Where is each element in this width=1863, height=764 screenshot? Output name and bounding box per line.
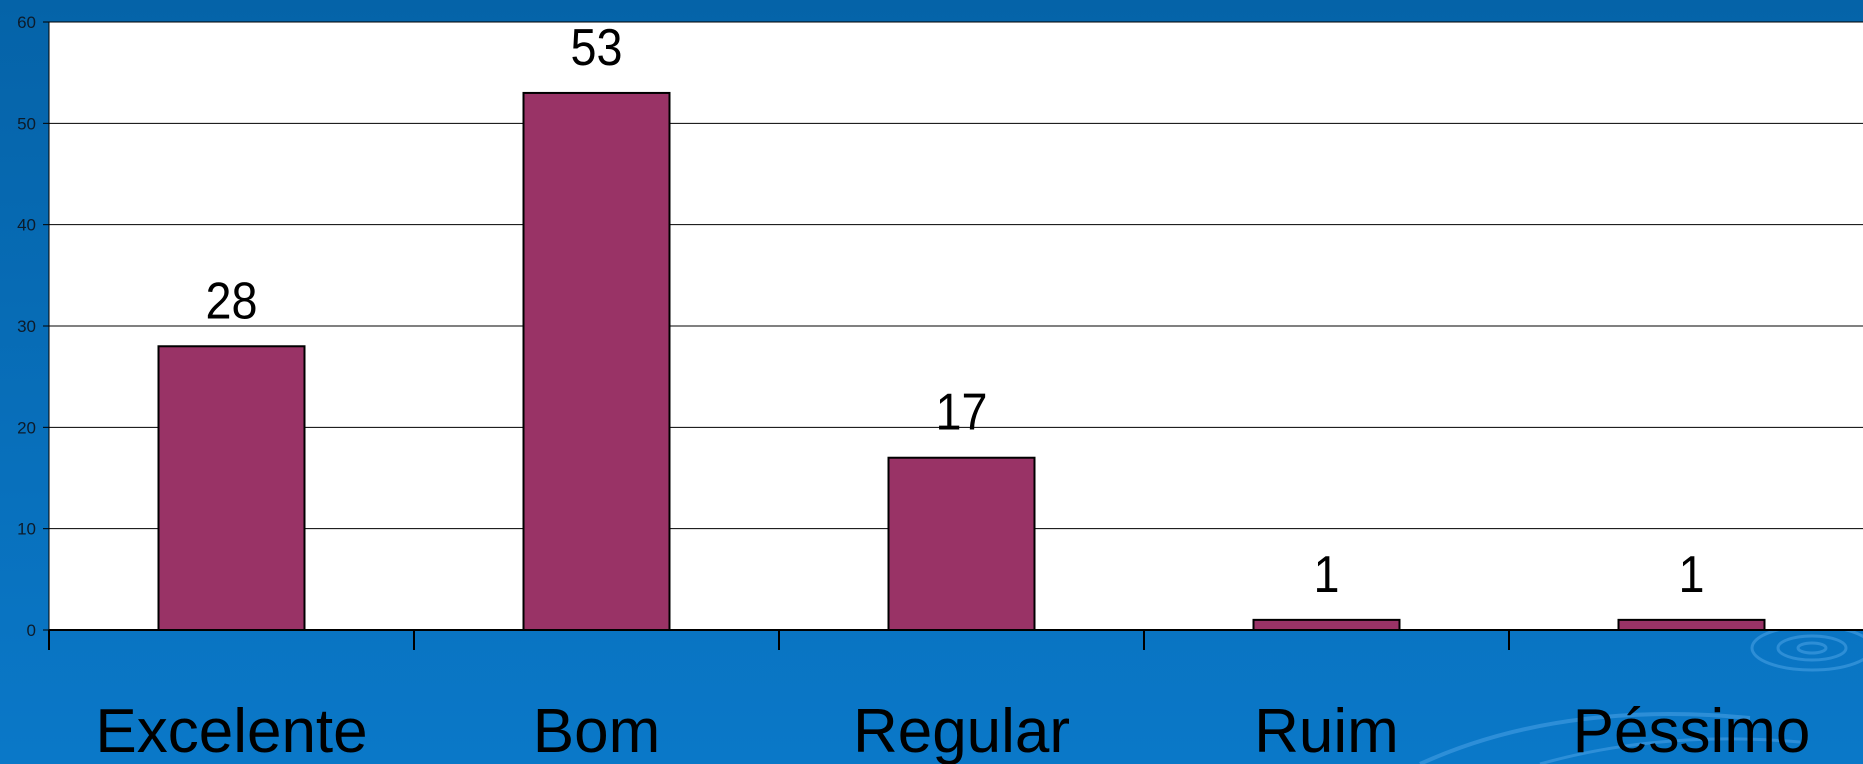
bar-péssimo [1617,618,1766,631]
y-tick-label: 50 [17,114,36,133]
x-axis-labels: Excelente Bom Regular Ruim Péssimo [95,697,1810,764]
data-label: 1 [1679,546,1705,604]
gridlines [49,21,1863,530]
data-label: 28 [206,272,258,330]
y-tick-label: 10 [17,520,36,539]
y-tick-label: 20 [17,418,36,437]
x-tick-label: Ruim [1254,697,1399,764]
data-label: 1 [1314,546,1340,604]
decorative-ripple [1419,624,1863,764]
bars [157,91,1766,631]
data-labels: 28 53 17 1 1 [206,19,1705,604]
x-tick-label: Regular [853,697,1070,764]
x-axis [43,21,1863,650]
bar-ruim [1252,618,1401,631]
data-label: 53 [571,19,623,77]
bar-bom [522,91,671,631]
y-axis-ticks: 0 10 20 30 40 50 60 [17,13,36,640]
x-tick-label: Excelente [95,697,367,764]
y-tick-label: 40 [17,216,36,235]
bar-excelente [157,345,306,631]
x-tick-label: Bom [533,697,660,764]
bar-regular [887,456,1036,631]
y-tick-label: 0 [27,621,36,640]
x-tick-label: Péssimo [1573,697,1811,764]
y-tick-label: 30 [17,317,36,336]
y-tick-label: 60 [17,13,36,32]
data-label: 17 [936,384,988,442]
